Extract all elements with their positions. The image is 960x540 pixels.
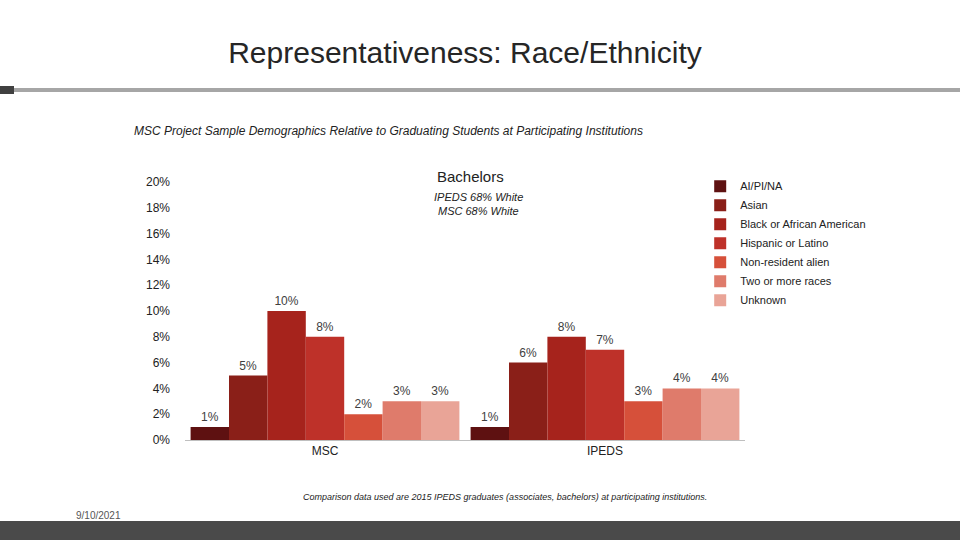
- svg-text:Representativeness: Race/Ethni: Representativeness: Race/Ethnicity: [228, 36, 702, 69]
- svg-text:10%: 10%: [146, 304, 170, 318]
- svg-text:MSC 68% White: MSC 68% White: [438, 205, 519, 217]
- svg-text:Two or more races: Two or more races: [740, 275, 832, 287]
- svg-text:IPEDS 68% White: IPEDS 68% White: [434, 191, 523, 203]
- svg-text:Black or African American: Black or African American: [740, 218, 865, 230]
- svg-text:4%: 4%: [673, 371, 691, 385]
- svg-text:2%: 2%: [153, 407, 171, 421]
- svg-text:AI/PI/NA: AI/PI/NA: [740, 180, 783, 192]
- svg-text:8%: 8%: [316, 320, 334, 334]
- svg-text:Comparison data used are 2015: Comparison data used are 2015 IPEDS grad…: [303, 492, 707, 502]
- svg-text:1%: 1%: [201, 410, 219, 424]
- svg-text:6%: 6%: [519, 346, 537, 360]
- svg-text:3%: 3%: [431, 384, 449, 398]
- svg-text:3%: 3%: [393, 384, 411, 398]
- svg-text:10%: 10%: [274, 294, 298, 308]
- svg-text:18%: 18%: [146, 201, 170, 215]
- svg-text:9/10/2021: 9/10/2021: [76, 510, 121, 521]
- svg-text:MSC Project Sample Demographic: MSC Project Sample Demographics Relative…: [134, 124, 643, 138]
- svg-text:7%: 7%: [596, 333, 614, 347]
- svg-text:Non-resident alien: Non-resident alien: [740, 256, 829, 268]
- svg-text:4%: 4%: [153, 382, 171, 396]
- svg-text:8%: 8%: [153, 330, 171, 344]
- svg-text:6%: 6%: [153, 356, 171, 370]
- svg-text:0%: 0%: [153, 433, 171, 447]
- svg-text:Hispanic or Latino: Hispanic or Latino: [740, 237, 828, 249]
- svg-text:MSC: MSC: [312, 444, 339, 458]
- svg-text:20%: 20%: [146, 175, 170, 189]
- svg-text:16%: 16%: [146, 227, 170, 241]
- svg-text:14%: 14%: [146, 253, 170, 267]
- svg-text:3%: 3%: [635, 384, 653, 398]
- svg-text:2%: 2%: [355, 397, 373, 411]
- svg-text:Bachelors: Bachelors: [437, 168, 504, 185]
- svg-text:IPEDS: IPEDS: [587, 444, 623, 458]
- svg-text:5%: 5%: [239, 359, 257, 373]
- svg-text:4%: 4%: [711, 371, 729, 385]
- svg-text:1%: 1%: [481, 410, 499, 424]
- svg-text:8%: 8%: [558, 320, 576, 334]
- svg-text:Unknown: Unknown: [740, 294, 786, 306]
- svg-text:12%: 12%: [146, 278, 170, 292]
- svg-text:Asian: Asian: [740, 199, 768, 211]
